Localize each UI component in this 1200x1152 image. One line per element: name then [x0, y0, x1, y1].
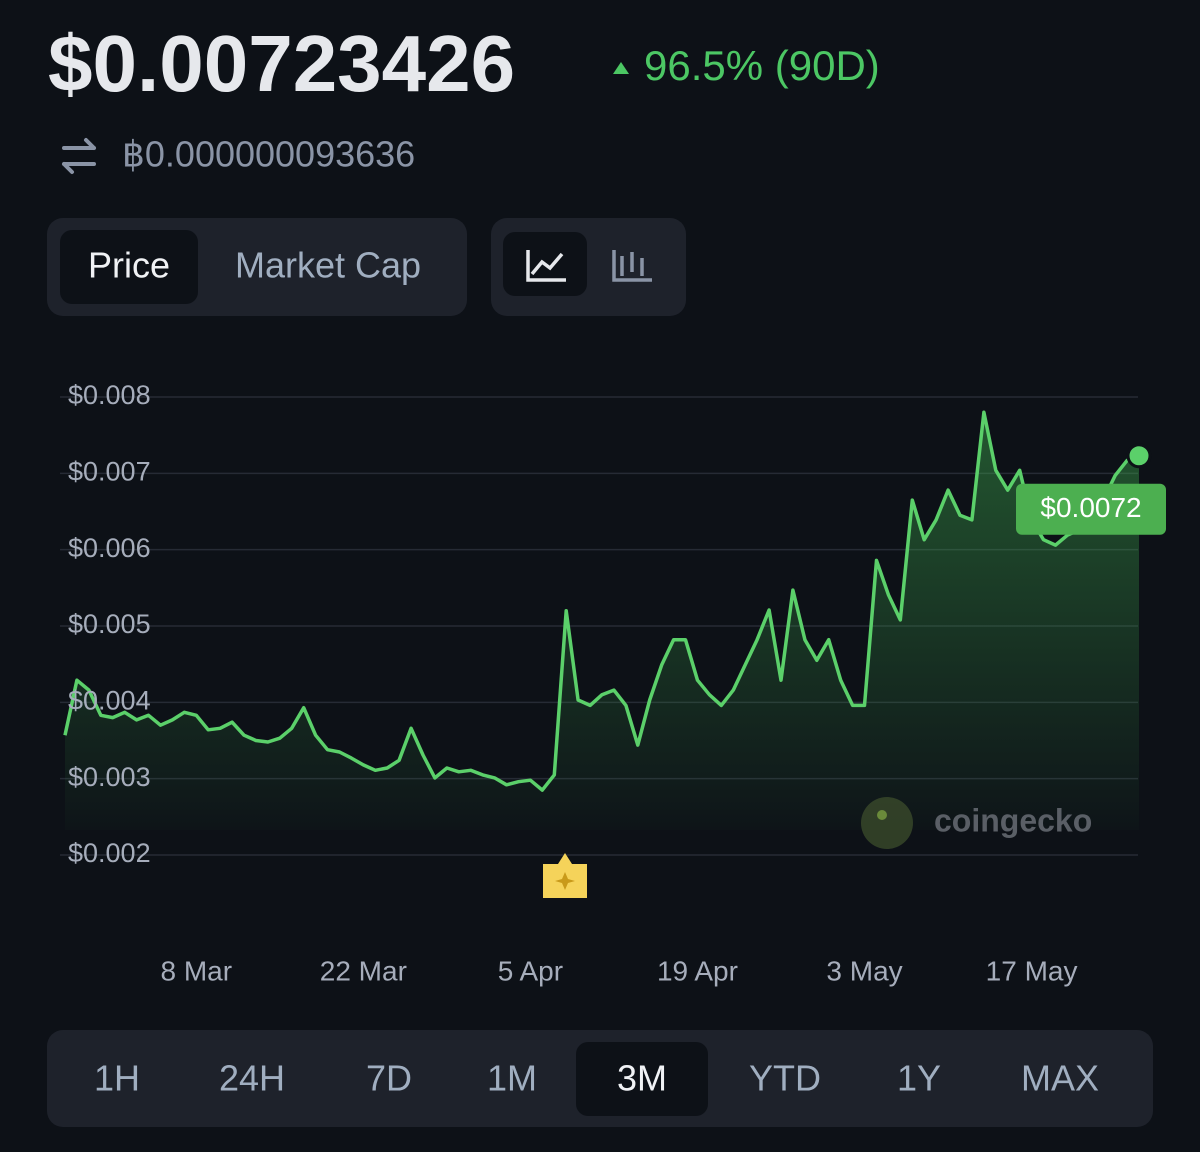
price-change: 96.5% (90D) — [644, 42, 880, 89]
y-tick-label: $0.008 — [68, 380, 151, 410]
last-point — [1126, 443, 1152, 469]
y-tick-label: $0.003 — [68, 762, 151, 792]
y-tick-label: $0.005 — [68, 609, 151, 639]
range-button[interactable]: 1M — [487, 1058, 537, 1099]
price-line — [63, 410, 1140, 792]
price: $0.00723426 — [48, 19, 515, 108]
view-tab[interactable]: Market Cap — [235, 245, 421, 286]
watermark: coingecko — [861, 797, 1092, 849]
up-arrow — [613, 62, 629, 74]
selected-range-bg — [576, 1042, 708, 1116]
y-tick-label: $0.006 — [68, 533, 151, 563]
x-tick-label: 22 Mar — [320, 955, 407, 986]
view-tab[interactable]: Price — [88, 245, 170, 286]
swap-icon — [62, 138, 96, 174]
y-tick-label: $0.004 — [68, 685, 151, 715]
x-tick-label: 17 May — [986, 955, 1078, 986]
watermark-text: coingecko — [934, 802, 1092, 838]
range-button[interactable]: 24H — [219, 1058, 285, 1099]
y-tick-label: $0.007 — [68, 456, 151, 486]
x-tick-label: 8 Mar — [160, 955, 232, 986]
candle-icon[interactable] — [612, 250, 652, 282]
range-button[interactable]: 7D — [366, 1058, 412, 1099]
y-tick-label: $0.002 — [68, 838, 151, 868]
btc-price: ฿0.000000093636 — [122, 134, 415, 175]
range-button[interactable]: 1H — [94, 1058, 140, 1099]
range-button[interactable]: YTD — [749, 1058, 821, 1099]
x-tick-label: 19 Apr — [657, 955, 738, 986]
range-button[interactable]: MAX — [1021, 1058, 1099, 1099]
event-marker[interactable] — [543, 853, 587, 898]
range-button[interactable]: 3M — [617, 1058, 667, 1099]
range-button[interactable]: 1Y — [897, 1058, 941, 1099]
line-icon — [526, 250, 566, 282]
current-price-badge — [1016, 483, 1166, 535]
x-tick-label: 5 Apr — [498, 955, 563, 986]
area-fill — [65, 412, 1139, 830]
x-tick-label: 3 May — [826, 955, 902, 986]
selected-tab-bg — [60, 230, 198, 304]
current-price-label: $0.0072 — [1040, 492, 1141, 523]
